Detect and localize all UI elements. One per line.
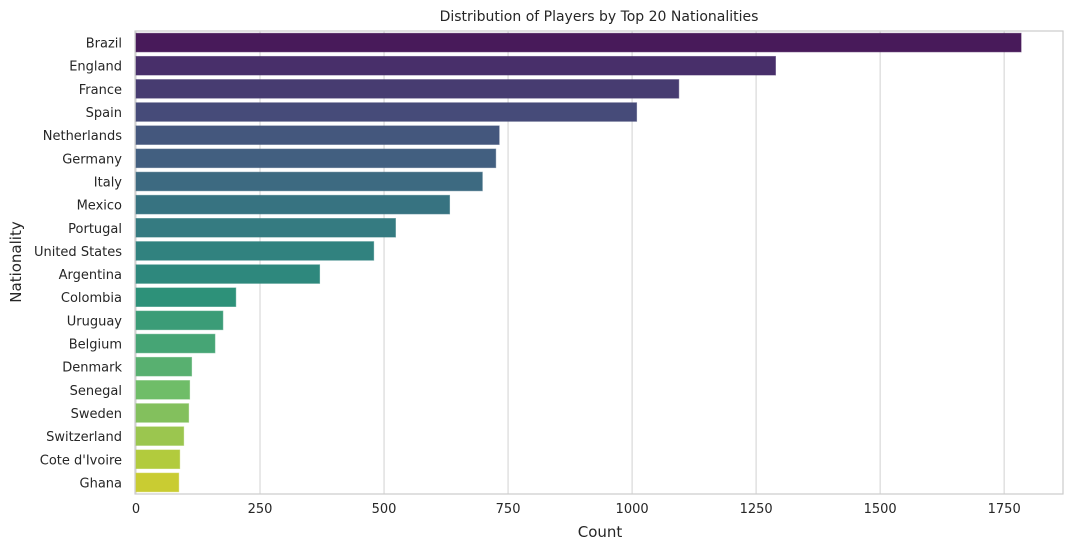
y-tick-label: Netherlands [43,129,122,144]
y-tick-label: France [79,83,122,98]
y-tick-label: Brazil [86,37,122,52]
bars [135,32,1022,493]
bar [135,380,191,400]
x-axis-label: Count [578,523,623,541]
x-tick-label: 1500 [864,502,897,517]
bar [135,333,216,354]
gridlines [135,31,1005,494]
bar [135,287,237,307]
y-tick-label: England [69,60,122,75]
y-tick-label: Ghana [80,476,123,491]
bar [135,102,638,122]
bar [135,449,181,470]
y-tick-label: United States [34,245,122,260]
y-tick-label: Portugal [68,222,122,237]
bar [135,264,321,284]
bar [135,55,776,76]
y-tick-label: Italy [94,175,123,190]
bar [135,310,224,331]
y-tick-labels: Brazil England France Spain Netherlands Germa… [34,37,122,492]
bar [135,403,190,423]
y-tick-label: Denmark [62,361,122,376]
x-tick-labels: 0 250 500 750 1000 1250 1500 1750 [132,502,1021,517]
bar [135,194,451,215]
y-tick-label: Colombia [61,291,122,306]
x-tick-label: 1750 [988,502,1021,517]
bar [135,32,1022,53]
bar [135,171,483,192]
x-tick-label: 1000 [616,502,649,517]
bar [135,356,193,377]
y-tick-label: Belgium [69,338,122,353]
y-tick-label: Spain [86,106,122,121]
y-tick-label: Uruguay [67,314,123,329]
bar [135,79,680,99]
x-tick-label: 750 [496,502,521,517]
y-axis-label: Nationality [7,221,25,303]
bar [135,218,396,238]
bar [135,148,497,169]
bar [135,241,375,261]
chart-title: Distribution of Players by Top 20 Nation… [440,9,759,25]
y-tick-label: Senegal [70,384,122,399]
plot-frame [134,30,1064,495]
x-tick-label: 0 [132,502,140,517]
y-tick-label: Mexico [77,199,122,214]
bar [135,426,185,446]
x-tick-label: 1250 [740,502,773,517]
y-tick-label: Germany [62,152,122,167]
bar [135,125,500,145]
y-tick-label: Argentina [59,268,122,283]
y-tick-label: Cote d'Ivoire [40,453,122,468]
x-tick-label: 250 [248,502,273,517]
x-tick-label: 500 [372,502,397,517]
y-tick-label: Switzerland [46,430,122,445]
bar [135,472,180,493]
y-tick-label: Sweden [71,407,122,422]
